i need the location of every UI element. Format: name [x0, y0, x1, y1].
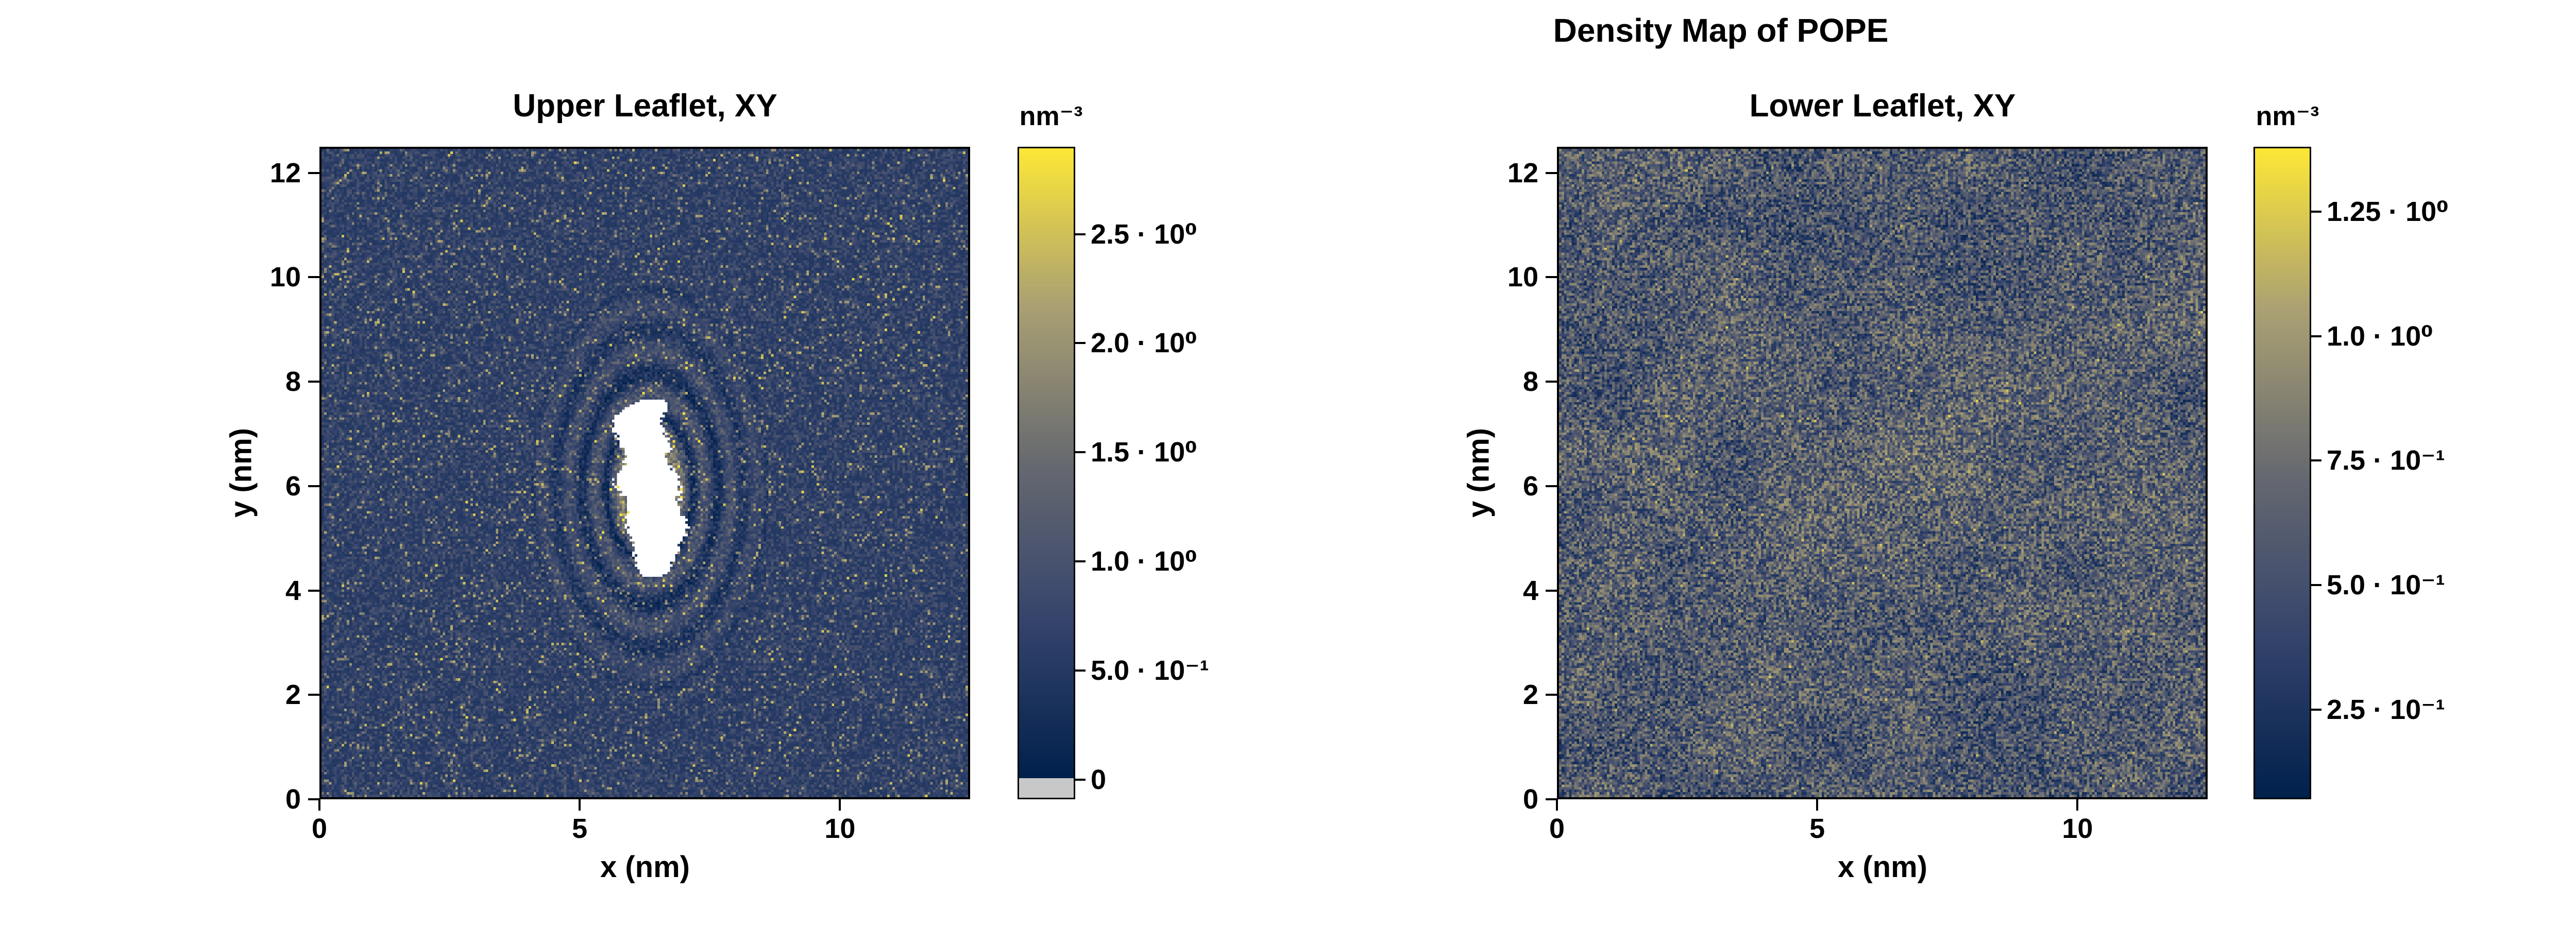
- colorbar-upper-leaflet: [1018, 147, 1075, 799]
- heatmap-lower-leaflet: [1557, 147, 2208, 799]
- colorbar-tick-mark: [1075, 342, 1086, 345]
- x-tick-label: 0: [1549, 813, 1565, 844]
- figure-title: Density Map of POPE: [1553, 12, 1889, 49]
- colorbar-tick-mark: [1075, 451, 1086, 454]
- y-tick-label: 8: [1522, 366, 1538, 398]
- y-tick-label: 10: [269, 262, 301, 293]
- y-tick-mark: [308, 276, 319, 279]
- colorbar-tick-mark: [2311, 459, 2321, 462]
- y-tick-mark: [308, 171, 319, 174]
- colorbar-tick-label: 1.0 · 10⁰: [1091, 546, 1197, 577]
- y-tick-label: 2: [1522, 679, 1538, 711]
- y-tick-mark: [1546, 381, 1557, 383]
- y-tick-label: 12: [1507, 157, 1538, 188]
- colorbar-unit-lower-leaflet: nm⁻³: [2256, 101, 2319, 131]
- x-tick-label: 0: [311, 813, 328, 844]
- colorbar-tick-label: 0: [1091, 764, 1107, 795]
- xlabel-lower-leaflet: x (nm): [1838, 850, 1927, 884]
- x-tick-mark: [1816, 799, 1819, 811]
- x-tick-label: 10: [824, 813, 856, 844]
- x-tick-mark: [839, 799, 841, 811]
- x-tick-mark: [318, 799, 320, 811]
- y-tick-mark: [308, 798, 319, 800]
- y-tick-mark: [1546, 694, 1557, 696]
- colorbar-tick-label: 1.0 · 10⁰: [2327, 320, 2433, 352]
- x-tick-label: 5: [572, 813, 588, 844]
- colorbar-tick-label: 1.25 · 10⁰: [2327, 196, 2449, 227]
- xlabel-upper-leaflet: x (nm): [600, 850, 690, 884]
- colorbar-tick-label: 1.5 · 10⁰: [1091, 437, 1197, 468]
- y-tick-mark: [1546, 798, 1557, 800]
- y-tick-label: 8: [285, 366, 301, 398]
- colorbar-tick-label: 5.0 · 10⁻¹: [1091, 655, 1209, 686]
- colorbar-tick-mark: [2311, 584, 2321, 587]
- y-tick-label: 0: [285, 784, 301, 815]
- colorbar-tick-label: 7.5 · 10⁻¹: [2327, 445, 2445, 476]
- colorbar-lower-leaflet: [2253, 147, 2311, 799]
- y-tick-mark: [308, 589, 319, 592]
- y-tick-mark: [308, 694, 319, 696]
- y-tick-label: 2: [285, 679, 301, 711]
- y-tick-mark: [1546, 276, 1557, 279]
- x-tick-mark: [579, 799, 581, 811]
- x-tick-mark: [2076, 799, 2079, 811]
- heatmap-canvas-lower-leaflet: [1559, 149, 2206, 797]
- colorbar-tick-mark: [1075, 670, 1086, 672]
- colorbar-tick-label: 2.5 · 10⁰: [1091, 218, 1197, 250]
- y-tick-mark: [1546, 485, 1557, 487]
- colorbar-tick-mark: [1075, 560, 1086, 563]
- panel-title-upper-leaflet: Upper Leaflet, XY: [513, 88, 777, 124]
- y-tick-label: 6: [285, 470, 301, 502]
- x-tick-mark: [1556, 799, 1558, 811]
- colorbar-tick-mark: [2311, 210, 2321, 213]
- y-tick-label: 4: [285, 575, 301, 606]
- heatmap-canvas-upper-leaflet: [321, 149, 968, 797]
- y-tick-label: 0: [1522, 784, 1538, 815]
- colorbar-tick-mark: [2311, 708, 2321, 711]
- x-tick-label: 5: [1809, 813, 1825, 844]
- colorbar-tick-label: 5.0 · 10⁻¹: [2327, 570, 2445, 601]
- y-tick-mark: [308, 485, 319, 487]
- colorbar-gradient-lower-leaflet: [2255, 148, 2310, 798]
- x-tick-label: 10: [2062, 813, 2093, 844]
- colorbar-tick-mark: [1075, 779, 1086, 781]
- y-tick-label: 10: [1507, 262, 1538, 293]
- y-tick-label: 12: [269, 157, 301, 188]
- y-tick-label: 6: [1522, 470, 1538, 502]
- colorbar-gradient-upper-leaflet: [1019, 148, 1074, 798]
- y-tick-label: 4: [1522, 575, 1538, 606]
- heatmap-upper-leaflet: [319, 147, 970, 799]
- y-tick-mark: [308, 381, 319, 383]
- colorbar-tick-label: 2.0 · 10⁰: [1091, 328, 1197, 359]
- colorbar-unit-upper-leaflet: nm⁻³: [1019, 101, 1083, 131]
- panel-title-lower-leaflet: Lower Leaflet, XY: [1749, 88, 2016, 124]
- y-tick-mark: [1546, 589, 1557, 592]
- colorbar-tick-mark: [2311, 335, 2321, 337]
- y-tick-mark: [1546, 171, 1557, 174]
- colorbar-tick-label: 2.5 · 10⁻¹: [2327, 694, 2445, 725]
- colorbar-tick-mark: [1075, 233, 1086, 235]
